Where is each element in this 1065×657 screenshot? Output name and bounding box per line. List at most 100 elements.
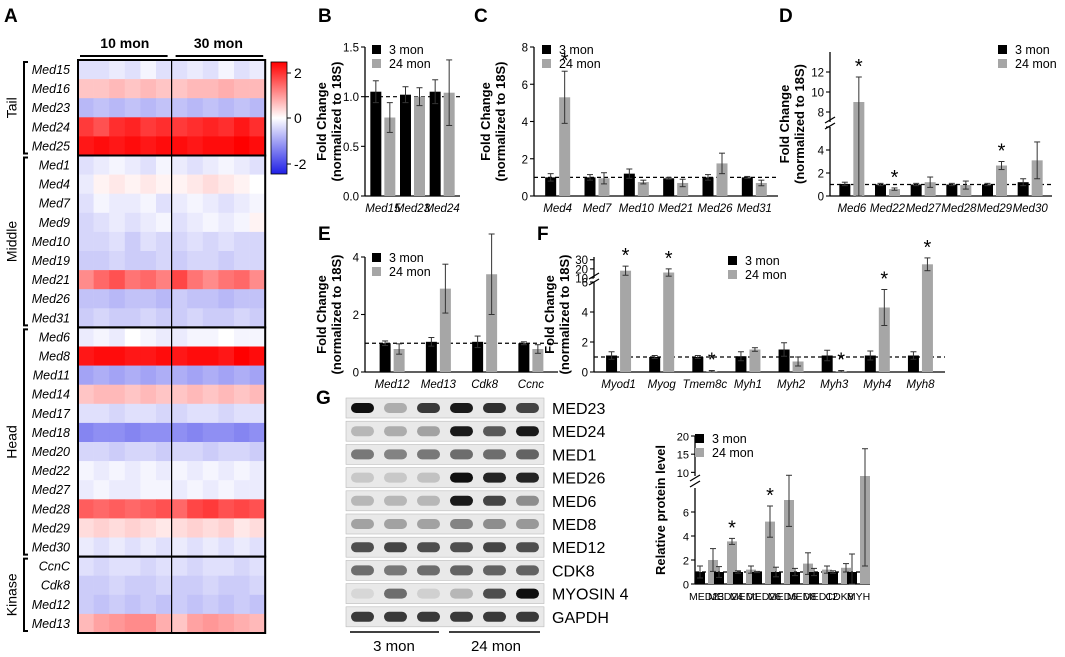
blot-band	[351, 611, 374, 622]
heatmap-cell	[218, 308, 235, 328]
heatmap-cell	[156, 594, 172, 615]
heatmap-cell	[234, 480, 250, 500]
y-tick-label: 4	[353, 253, 360, 265]
y-axis-label: Fold Change	[314, 275, 329, 354]
legend-label: 24 mon	[712, 446, 754, 460]
heatmap-row-label: CcnC	[39, 560, 71, 574]
heatmap-cell	[78, 461, 94, 481]
bar-24mon	[784, 500, 794, 584]
heatmap-cell	[187, 289, 204, 309]
y-tick-label: 4	[683, 532, 689, 544]
heatmap-cell	[78, 575, 94, 596]
heatmap-cell	[156, 442, 172, 462]
heatmap-row-label: Med6	[39, 330, 70, 344]
heatmap-cell	[124, 327, 141, 347]
heatmap-cell	[187, 422, 204, 443]
heatmap-cell	[78, 365, 94, 385]
significance-star: *	[837, 350, 845, 372]
bar-3mon	[821, 355, 833, 372]
heatmap-cell	[171, 60, 188, 80]
heatmap-cell	[140, 231, 157, 252]
legend-swatch-24mon	[542, 59, 551, 68]
y-axis-label: (normalized to 18S)	[493, 62, 508, 182]
heatmap-cell	[140, 60, 157, 80]
heatmap-cell	[109, 346, 126, 366]
heatmap-cell	[140, 251, 157, 271]
heatmap-cell	[202, 193, 219, 214]
blot-strip	[345, 606, 545, 628]
x-category-label: Med4	[543, 203, 572, 215]
heatmap-row-label: Med16	[32, 82, 70, 96]
bar-3mon	[839, 183, 851, 196]
heatmap-cell	[218, 270, 235, 290]
y-tick-label: 4	[522, 117, 529, 129]
y-tick-label: 0	[818, 192, 824, 204]
heatmap-cell	[187, 384, 204, 405]
blot-band	[450, 519, 473, 529]
heatmap-cell	[249, 480, 266, 500]
heatmap-cell	[78, 442, 94, 462]
heatmap-cell	[156, 499, 172, 519]
bar-3mon	[864, 355, 876, 372]
x-category-label: Myh2	[777, 379, 806, 391]
group-bracket	[23, 557, 28, 632]
heatmap-cell	[140, 442, 157, 462]
heatmap-cell	[234, 79, 250, 99]
blot-strip	[345, 397, 545, 419]
heatmap-cell	[202, 461, 219, 481]
bar-24mon	[663, 272, 675, 372]
bar-3mon	[518, 343, 530, 372]
colorbar-tick-label: 2	[294, 65, 302, 81]
heatmap-cell	[249, 518, 266, 538]
heatmap-cell	[187, 403, 204, 424]
y-axis-label: (normalized to 18S)	[792, 64, 807, 184]
bar-24mon	[384, 117, 396, 196]
heatmap-cell	[202, 346, 219, 366]
blot-band	[516, 449, 539, 460]
panel-label: B	[318, 6, 332, 27]
heatmap-cell	[249, 308, 266, 328]
heatmap-cell	[156, 289, 172, 309]
heatmap-cell	[109, 499, 126, 519]
blot-label: GAPDH	[552, 610, 609, 627]
heatmap-cell	[124, 518, 141, 538]
heatmap-cell	[93, 289, 110, 309]
y-tick-label: 6	[522, 80, 528, 92]
bar-3mon	[606, 355, 618, 372]
x-category-label: Myh8	[906, 379, 935, 391]
heatmap-cell	[171, 174, 188, 194]
heatmap-cell	[218, 231, 235, 252]
heatmap-cell	[78, 346, 94, 366]
heatmap-cell	[156, 79, 172, 99]
bar-3mon	[735, 356, 747, 372]
heatmap-row-label: Med30	[32, 541, 70, 555]
heatmap-cell	[171, 98, 188, 118]
heatmap-cell	[93, 365, 110, 385]
heatmap-cell	[202, 365, 219, 385]
heatmap-cell	[234, 155, 250, 175]
heatmap-row-label: Med7	[39, 197, 71, 211]
y-tick-label: 1.5	[343, 43, 359, 55]
heatmap-cell	[218, 403, 235, 424]
heatmap-row-label: Med15	[32, 63, 70, 77]
blot-band	[450, 542, 473, 553]
y-axis-label: (normalized to 18S)	[557, 255, 572, 375]
y-tick-label: 15	[677, 450, 689, 462]
heatmap-cell	[234, 289, 250, 309]
heatmap-cell	[109, 422, 126, 443]
significance-star: *	[880, 269, 888, 291]
blot-label: MED23	[552, 401, 605, 418]
heatmap-cell	[234, 499, 250, 519]
blot-strip	[345, 467, 545, 488]
heatmap-cell	[202, 60, 219, 80]
group-bracket	[23, 61, 28, 155]
blot-label: MED1	[552, 447, 597, 464]
group-bracket	[23, 156, 28, 327]
heatmap-cell	[78, 308, 94, 328]
heatmap-cell	[140, 212, 157, 233]
heatmap-cell	[187, 461, 204, 481]
y-tick-label: 10	[575, 274, 588, 286]
heatmap-cell	[187, 613, 204, 634]
bar-24mon	[746, 569, 756, 584]
heatmap-cell	[109, 594, 126, 615]
